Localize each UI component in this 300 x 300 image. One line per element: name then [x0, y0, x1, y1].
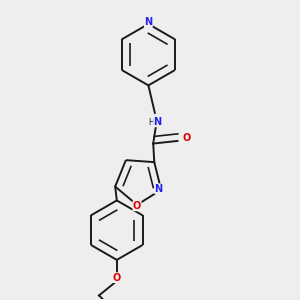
Text: O: O — [113, 273, 121, 283]
Text: O: O — [182, 133, 190, 143]
Text: H: H — [148, 118, 154, 127]
Text: O: O — [133, 201, 141, 211]
Text: N: N — [144, 17, 152, 27]
Text: N: N — [154, 184, 163, 194]
Text: N: N — [153, 117, 161, 127]
